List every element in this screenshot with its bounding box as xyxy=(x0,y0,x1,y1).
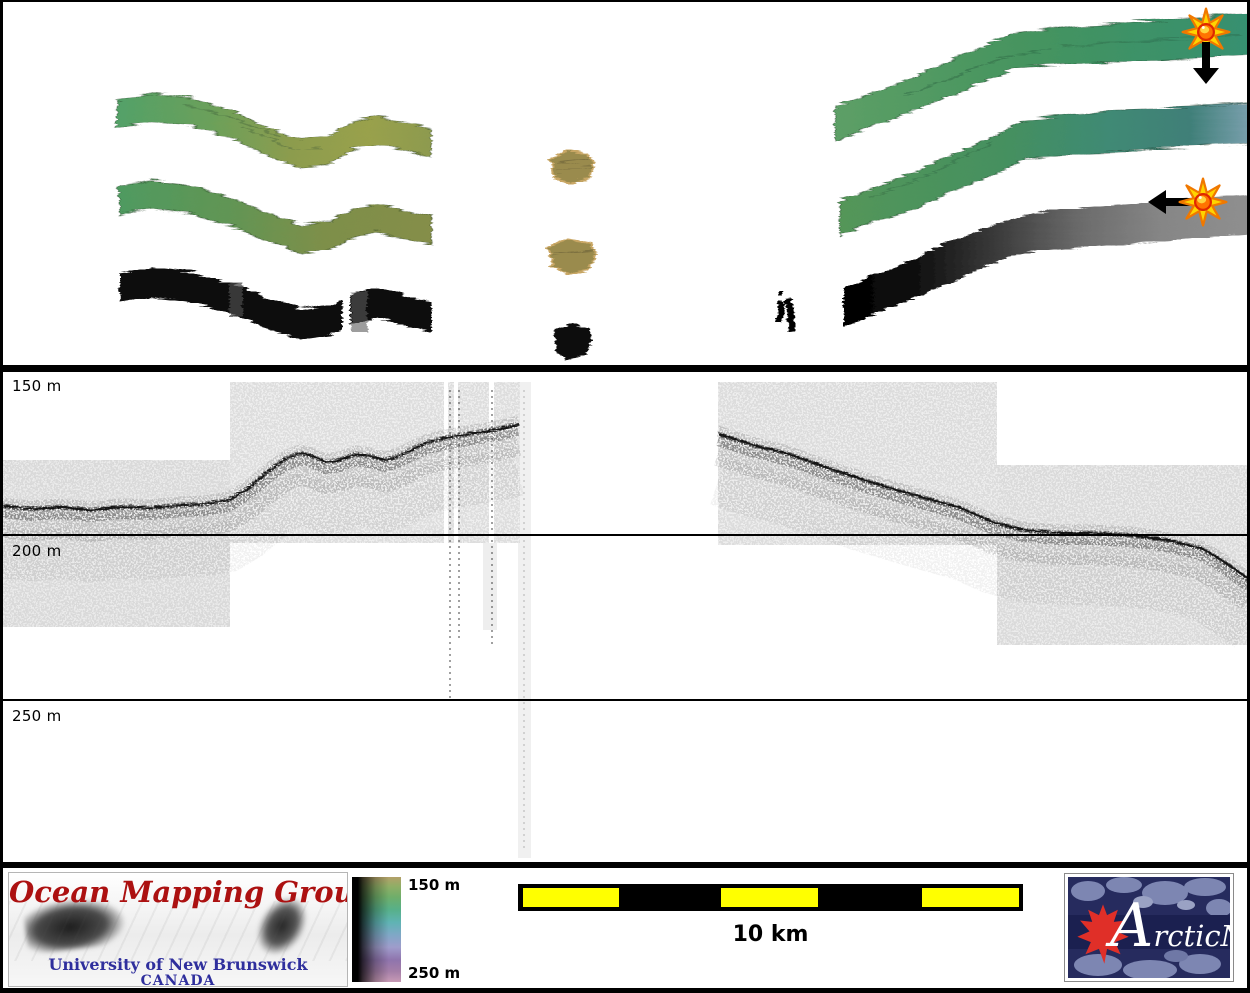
arcticnet-wordmark: ArcticNet xyxy=(1110,891,1230,961)
panel-divider-top xyxy=(0,365,1250,372)
echogram-segment-column xyxy=(518,382,531,858)
omg-logo: Ocean Mapping Group University of New Br… xyxy=(8,872,348,987)
maple-leaf-icon xyxy=(1077,904,1129,964)
colorbar-label-bottom: 250 m xyxy=(408,964,461,982)
depth-colorbar xyxy=(352,877,401,982)
patch-middle xyxy=(546,235,597,275)
swath-right-middle xyxy=(837,100,1250,235)
patch-top xyxy=(548,147,595,184)
panel-divider-bottom xyxy=(0,862,1250,868)
swath-left-middle xyxy=(117,178,431,253)
omg-university: University of New Brunswick xyxy=(48,955,308,974)
depth-label-150m: 150 m xyxy=(12,377,62,395)
echogram-svg xyxy=(0,382,1250,858)
scalebar-segment xyxy=(523,888,619,907)
down-arrow-icon xyxy=(1193,42,1219,84)
patch-backscatter xyxy=(553,323,591,358)
swath-map-panel xyxy=(0,0,1250,365)
tiny-blob xyxy=(774,291,794,331)
depth-label-250m: 250 m xyxy=(12,707,62,725)
echogram-panel: 150 m 200 m 250 m xyxy=(0,372,1250,862)
footer-bar: Ocean Mapping Group University of New Br… xyxy=(0,868,1250,988)
depth-line-200m xyxy=(0,534,1250,536)
scale-bar-label: 10 km xyxy=(732,922,809,947)
frame-top xyxy=(0,0,1250,2)
swath-map-svg xyxy=(115,7,1250,358)
map-scale-bar xyxy=(518,884,1023,911)
omg-title: Ocean Mapping Group xyxy=(9,875,348,909)
omg-texture xyxy=(9,901,347,961)
swath-right-backscatter xyxy=(842,192,1250,325)
depth-label-200m: 200 m xyxy=(12,542,62,560)
frame-bottom xyxy=(0,988,1250,993)
colorbar-label-top: 150 m xyxy=(408,876,461,894)
echogram-segment-strip xyxy=(483,543,497,630)
swath-right-top xyxy=(832,11,1250,141)
swath-left-top xyxy=(115,91,431,168)
backscatter-light-streak2 xyxy=(350,292,366,332)
scalebar-segment xyxy=(922,888,1019,907)
arcticnet-art xyxy=(1068,877,1230,978)
scalebar-segment xyxy=(721,888,818,907)
omg-country: CANADA xyxy=(140,973,216,987)
depth-colorbar-shading xyxy=(352,877,401,982)
seabed-trace-left xyxy=(0,415,525,583)
seabed-trace-right xyxy=(710,425,1250,648)
arcticnet-logo: ArcticNet xyxy=(1065,874,1233,981)
backscatter-gap xyxy=(341,288,349,336)
swath-left-backscatter xyxy=(118,266,430,338)
frame-left xyxy=(0,0,3,993)
depth-line-250m xyxy=(0,699,1250,701)
sunburst-icon-2 xyxy=(1178,177,1228,227)
frame-right xyxy=(1247,0,1250,993)
arctic-map-shapes xyxy=(1071,877,1230,978)
backscatter-light-streak xyxy=(228,282,241,314)
